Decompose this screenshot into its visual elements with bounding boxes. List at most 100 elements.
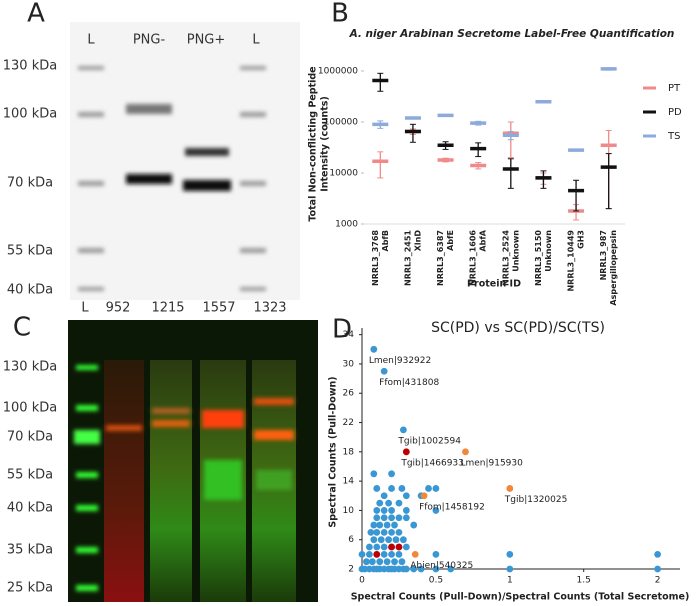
lane-label: 1215 bbox=[151, 301, 184, 316]
lane-label: L bbox=[87, 33, 95, 48]
x-tick-sublabel: AbfE bbox=[446, 230, 455, 251]
y-axis-label: Intensity (counts) bbox=[320, 96, 331, 192]
point bbox=[365, 550, 373, 558]
lane-label: PNG- bbox=[133, 33, 166, 48]
x-tick-label: NRRL3_1606 bbox=[469, 230, 478, 286]
point bbox=[383, 558, 391, 566]
point bbox=[380, 514, 388, 522]
point bbox=[432, 485, 440, 492]
x-tick-label: NRRL3_5150 bbox=[534, 230, 543, 286]
point bbox=[370, 470, 378, 478]
point bbox=[402, 507, 410, 514]
point bbox=[395, 514, 403, 522]
point bbox=[363, 558, 370, 566]
point bbox=[380, 367, 388, 375]
y-tick-label: 100000 bbox=[324, 117, 359, 127]
marker-label: 100 kDa bbox=[3, 401, 57, 416]
point bbox=[417, 565, 425, 573]
point bbox=[385, 536, 393, 544]
point bbox=[377, 536, 385, 544]
point bbox=[380, 492, 388, 500]
point bbox=[376, 558, 384, 566]
y-axis-label: Total Non-conflicting Peptide bbox=[308, 66, 319, 221]
point bbox=[447, 565, 455, 573]
point bbox=[370, 345, 378, 353]
gel-c bbox=[68, 320, 318, 602]
y-axis-label: Spectral Counts (Pull-Down) bbox=[328, 376, 339, 527]
point bbox=[388, 507, 395, 514]
point bbox=[380, 543, 388, 551]
point bbox=[365, 543, 373, 551]
point bbox=[402, 448, 410, 456]
point bbox=[402, 543, 410, 551]
point bbox=[395, 528, 403, 536]
lane-label: 1323 bbox=[253, 301, 286, 316]
point bbox=[410, 521, 418, 529]
point bbox=[399, 536, 407, 544]
marker-label: 130 kDa bbox=[3, 59, 57, 74]
x-tick-label: 1.5 bbox=[577, 576, 591, 586]
y-tick-label: 34 bbox=[343, 330, 355, 340]
y-tick-label: 2 bbox=[348, 565, 354, 575]
point bbox=[395, 499, 403, 507]
marker-label: 70 kDa bbox=[7, 176, 53, 191]
y-tick-label: 10000 bbox=[329, 168, 358, 178]
point bbox=[395, 550, 403, 558]
point bbox=[506, 565, 514, 573]
x-tick-label: 0.5 bbox=[429, 576, 443, 586]
point bbox=[367, 528, 375, 536]
y-tick-label: 6 bbox=[348, 535, 354, 545]
point bbox=[380, 550, 388, 558]
marker-label: 100 kDa bbox=[3, 107, 57, 122]
y-tick-label: 30 bbox=[343, 359, 355, 369]
x-tick-sublabel: AbfA bbox=[479, 229, 488, 251]
point bbox=[388, 528, 395, 536]
x-tick-sublabel: Unknown bbox=[511, 230, 520, 272]
point bbox=[391, 558, 398, 566]
y-tick-label: 14 bbox=[343, 477, 355, 487]
panel-label: A bbox=[27, 0, 45, 29]
y-tick-label: 18 bbox=[343, 447, 355, 457]
point bbox=[398, 558, 406, 566]
panel-label: C bbox=[13, 313, 31, 343]
marker-label: 40 kDa bbox=[7, 283, 53, 298]
point bbox=[373, 507, 381, 514]
marker-label: 40 kDa bbox=[7, 501, 53, 516]
point bbox=[398, 485, 406, 492]
x-tick-label: NRRL3_3768 bbox=[371, 230, 380, 286]
point bbox=[388, 543, 395, 551]
lane-label: L bbox=[81, 301, 89, 316]
point bbox=[425, 485, 432, 492]
x-tick-label: NRRL3_6387 bbox=[436, 230, 445, 286]
marker-label: 70 kDa bbox=[7, 430, 53, 445]
point bbox=[402, 492, 410, 500]
point bbox=[420, 492, 428, 500]
point bbox=[373, 485, 381, 492]
x-tick-sublabel: AbfB bbox=[381, 230, 390, 252]
x-tick-label: NRRL3_10449 bbox=[567, 230, 576, 292]
legend-label: PT bbox=[668, 83, 681, 94]
point-annotation: Abien|540325 bbox=[410, 561, 473, 571]
point bbox=[388, 470, 395, 478]
lane-label: L bbox=[252, 33, 260, 48]
marker-label: 35 kDa bbox=[7, 543, 53, 558]
y-tick-label: 10 bbox=[343, 506, 355, 516]
y-tick-label: 22 bbox=[343, 418, 354, 428]
lane-label: PNG+ bbox=[187, 33, 226, 48]
point bbox=[402, 514, 410, 522]
point bbox=[376, 499, 384, 507]
point bbox=[432, 507, 440, 514]
x-axis-label: Spectral Counts (Pull-Down)/Spectral Cou… bbox=[351, 592, 690, 603]
lane-label: 952 bbox=[106, 301, 131, 316]
x-tick-sublabel: GH3 bbox=[577, 230, 586, 249]
point bbox=[370, 521, 378, 529]
chart-title: SC(PD) vs SC(PD)/SC(TS) bbox=[431, 320, 605, 336]
point-annotation: Lmen|932922 bbox=[369, 356, 431, 366]
point bbox=[432, 550, 440, 558]
marker-label: 55 kDa bbox=[7, 244, 53, 259]
point bbox=[506, 550, 514, 558]
x-tick-label: 1 bbox=[507, 576, 513, 586]
x-tick-label: NRRL3_987 bbox=[599, 230, 608, 280]
